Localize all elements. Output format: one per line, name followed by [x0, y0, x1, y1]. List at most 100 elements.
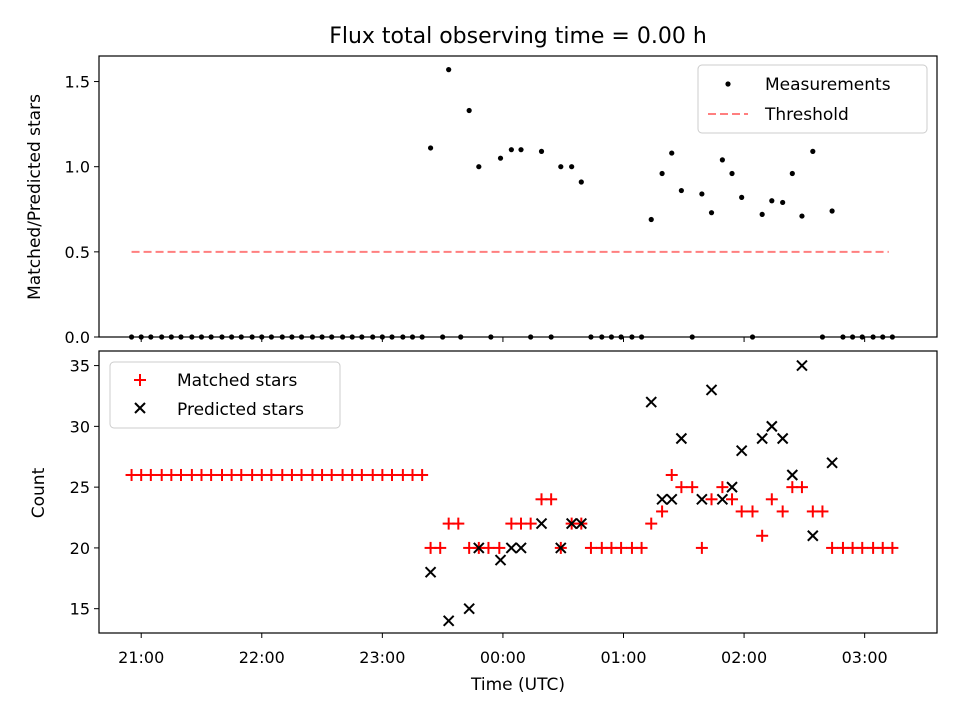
matched-star-point [325, 468, 338, 481]
matched-star-point [235, 468, 248, 481]
ratio-y-axis-label: Matched/Predicted stars [25, 94, 45, 300]
matched-star-point [434, 541, 447, 554]
y-tick-label: 20 [70, 539, 90, 558]
predicted-star-point [656, 493, 668, 506]
x-tick-label: 21:00 [118, 648, 164, 667]
predicted-star-point [786, 469, 799, 481]
count-legend-box [109, 361, 341, 429]
predicted-star-point [756, 432, 768, 445]
matched-star-point [615, 541, 628, 554]
predicted-star-point [565, 517, 578, 530]
x-axis-label: Time (UTC) [470, 675, 565, 695]
measurement-point [678, 187, 684, 194]
matched-star-point [765, 493, 778, 506]
predicted-star-point [575, 517, 588, 530]
predicted-star-point [726, 481, 738, 493]
x-tick-label: 23:00 [359, 648, 405, 667]
count-plot-area [125, 359, 899, 627]
matched-star-point [355, 468, 368, 481]
measurement-point [719, 157, 725, 163]
matched-star-point [756, 529, 769, 542]
matched-star-point [716, 481, 729, 494]
matched-star-point [656, 505, 669, 518]
predicted-star-point [666, 493, 678, 506]
measurement-point [569, 164, 575, 170]
measurement-point [780, 199, 786, 206]
count-legend: Matched stars Predicted stars [109, 361, 341, 429]
measurement-point [508, 147, 514, 153]
measurement-point [476, 164, 482, 170]
measurement-point [789, 170, 795, 177]
predicted-star-point [473, 542, 485, 554]
measurement-point [497, 155, 504, 161]
count-panel: 15 20 25 30 35 21:00 22:00 23:00 00:00 01:00 02:0… [29, 350, 938, 695]
measurement-point [518, 147, 524, 153]
predicted-legend-label: Predicted stars [177, 400, 304, 420]
predicted-star-point [796, 359, 808, 372]
predicted-star-point [766, 420, 778, 433]
matched-star-point [795, 481, 808, 494]
ratio-legend: Measurements Threshold [697, 64, 928, 134]
count-y-ticks: 15 20 25 30 35 [70, 357, 99, 619]
measurement-point [648, 216, 654, 223]
matched-star-point [493, 541, 506, 554]
matched-star-point [205, 468, 218, 481]
y-tick-label: 1.0 [65, 158, 90, 177]
measurement-point [446, 67, 452, 73]
measurement-point [799, 213, 805, 219]
y-tick-label: 15 [70, 600, 90, 619]
measurement-point [810, 148, 816, 154]
measurement-point [739, 194, 745, 200]
y-tick-label: 0.0 [65, 328, 90, 347]
measurement-point [558, 164, 564, 170]
predicted-star-point [716, 493, 729, 506]
matched-legend-marker [134, 374, 146, 386]
predicted-star-point [807, 530, 819, 542]
predicted-star-point [675, 432, 688, 445]
x-tick-label: 01:00 [600, 648, 646, 667]
matched-star-point [545, 493, 558, 506]
matched-star-point [645, 517, 658, 530]
measurement-point [829, 208, 835, 214]
threshold-legend-label: Threshold [764, 105, 849, 125]
measurement-point [699, 191, 705, 197]
count-y-axis-label: Count [29, 467, 49, 518]
predicted-star-point [696, 493, 708, 506]
matched-star-point [174, 468, 187, 481]
y-tick-label: 1.5 [65, 73, 90, 92]
matched-star-point [726, 493, 739, 506]
matched-star-point [746, 505, 759, 518]
matched-star-point [635, 541, 648, 554]
measurement-point [427, 145, 434, 151]
matched-star-point [856, 541, 869, 554]
predicted-legend-marker [134, 402, 146, 414]
matched-star-point [826, 541, 839, 554]
predicted-star-point [442, 615, 455, 627]
matched-legend-label: Matched stars [177, 371, 297, 391]
predicted-star-point [735, 444, 748, 457]
x-tick-label: 02:00 [721, 648, 767, 667]
matched-star-point [584, 541, 597, 554]
x-tick-label: 22:00 [239, 648, 285, 667]
matched-star-point [886, 541, 899, 554]
measurement-point [669, 150, 675, 156]
x-tick-label: 00:00 [480, 648, 526, 667]
measurement-point [708, 210, 715, 216]
matched-star-point [705, 493, 718, 506]
predicted-star-point [494, 554, 507, 566]
predicted-star-point [505, 542, 518, 554]
y-tick-label: 25 [70, 478, 90, 497]
ratio-legend-box [697, 64, 928, 134]
matched-star-point [482, 541, 495, 554]
matched-star-point [265, 468, 278, 481]
predicted-star-point [515, 542, 527, 554]
measurement-point [466, 107, 472, 114]
predicted-star-point [535, 517, 548, 530]
matched-star-point [144, 468, 157, 481]
chart-title: Flux total observing time = 0.00 h [329, 24, 707, 49]
measurements-legend-marker [725, 81, 731, 87]
predicted-star-point [555, 542, 567, 554]
measurements-legend-label: Measurements [765, 75, 891, 95]
